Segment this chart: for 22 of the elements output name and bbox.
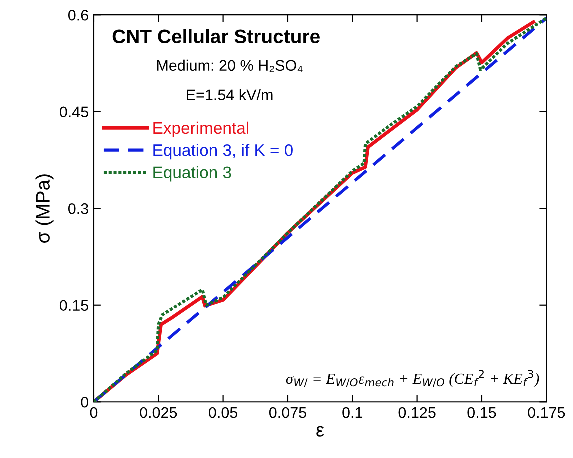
x-tick-label: 0.1	[342, 407, 363, 418]
x-tick-label: 0.15	[468, 407, 496, 418]
text: CNT Cellular Structure	[112, 29, 320, 44]
legend-label: Experimental	[154, 122, 248, 138]
text: σ$_{W/}$ = E$_{W/O}$ε$_{mech}$ + E$_{W/O}$ (CE$_{f}$$^{2}$ + KE$_{f}$$^{3}$)	[286, 370, 540, 388]
y-tick-label: 0.6	[68, 10, 88, 21]
x-tick-label: 0.075	[269, 407, 306, 418]
y-tick-label: 0.15	[60, 300, 88, 312]
x-tick-label: 0.025	[140, 407, 178, 418]
x-axis-title: ε	[316, 426, 324, 437]
x-tick-label: 0.175	[528, 407, 566, 418]
legend-label: Equation 3	[154, 166, 232, 182]
x-tick-label: 0	[90, 407, 98, 418]
y-tick-label: 0.45	[60, 106, 88, 118]
legend-label: Equation 3, if K = 0	[154, 144, 293, 160]
y-axis-title: σ (MPa)	[36, 174, 54, 243]
x-tick-label: 0.05	[209, 407, 238, 418]
x-tick-label: 0.125	[398, 407, 436, 418]
annotation: E=1.54 kV/m	[187, 89, 273, 100]
y-tick-label: 0.3	[68, 203, 88, 214]
annotation: Medium: 20 % H₂SO₄	[157, 60, 303, 72]
y-tick-label: 0	[81, 396, 89, 408]
